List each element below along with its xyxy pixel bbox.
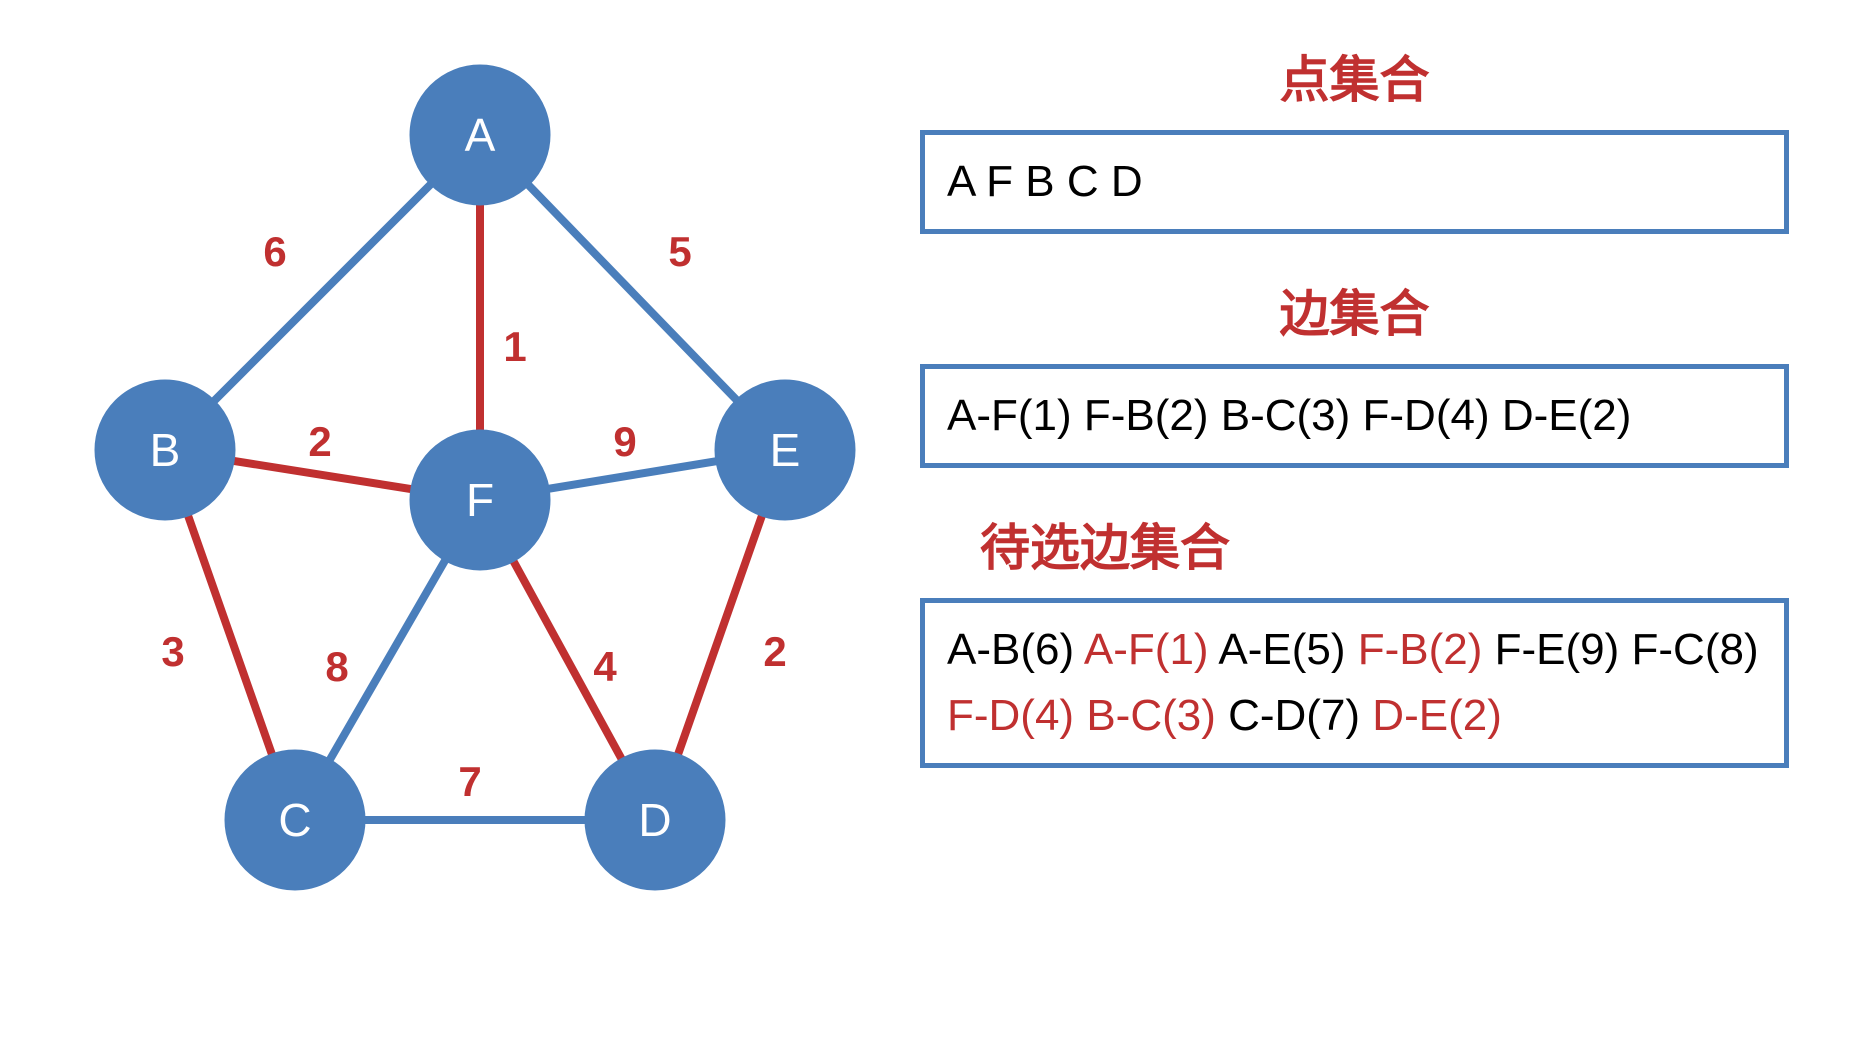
- graph-panel: 6 5 1 2 9 3 8 4 2 7 A B C D E F: [60, 30, 880, 980]
- candidate-edge: F-C(8): [1632, 625, 1759, 674]
- candidate-edge-selected: F-B(2): [1358, 625, 1495, 674]
- edge-set-box: A-F(1) F-B(2) B-C(3) F-D(4) D-E(2): [920, 364, 1789, 468]
- candidate-edge-selected: D-E(2): [1372, 691, 1502, 740]
- edge-weight-F-C: 8: [325, 643, 348, 690]
- candidate-set-box: A-B(6) A-F(1) A-E(5) F-B(2) F-E(9) F-C(8…: [920, 598, 1789, 768]
- edge-weight-F-D: 4: [593, 643, 617, 690]
- edge-weight-C-D: 7: [458, 758, 481, 805]
- graph-node-label-D: D: [638, 794, 671, 846]
- candidate-edge-selected: B-C(3): [1086, 691, 1228, 740]
- graph-node-label-F: F: [466, 474, 494, 526]
- vertex-set-title: 点集合: [920, 40, 1789, 112]
- edge-weight-A-B: 6: [263, 228, 286, 275]
- vertex-set-box: A F B C D: [920, 130, 1789, 234]
- edge-weight-A-E: 5: [668, 228, 691, 275]
- graph-node-label-B: B: [150, 424, 181, 476]
- candidate-edge-selected: F-D(4): [947, 691, 1086, 740]
- graph-node-label-C: C: [278, 794, 311, 846]
- edge-set-title: 边集合: [920, 274, 1789, 346]
- graph-node-label-E: E: [770, 424, 801, 476]
- main-container: 6 5 1 2 9 3 8 4 2 7 A B C D E F 点集合 A F B C D 边集合 A-F(1…: [0, 0, 1849, 1050]
- edge-weight-F-E: 9: [613, 418, 636, 465]
- edge-weight-A-F: 1: [503, 323, 526, 370]
- graph-node-label-A: A: [465, 109, 496, 161]
- candidate-set-title: 待选边集合: [980, 508, 1789, 580]
- edge-weight-B-F: 2: [308, 418, 331, 465]
- candidate-edge: F-E(9): [1495, 625, 1632, 674]
- candidate-edge-selected: A-F(1): [1084, 625, 1218, 674]
- candidate-edge: C-D(7): [1228, 691, 1372, 740]
- edge-weight-B-C: 3: [161, 628, 184, 675]
- candidate-edge: A-E(5): [1218, 625, 1357, 674]
- candidate-edge: A-B(6): [947, 625, 1084, 674]
- edge-weight-E-D: 2: [763, 628, 786, 675]
- graph-svg: 6 5 1 2 9 3 8 4 2 7 A B C D E F: [60, 30, 880, 950]
- info-panel: 点集合 A F B C D 边集合 A-F(1) F-B(2) B-C(3) F…: [880, 30, 1789, 1020]
